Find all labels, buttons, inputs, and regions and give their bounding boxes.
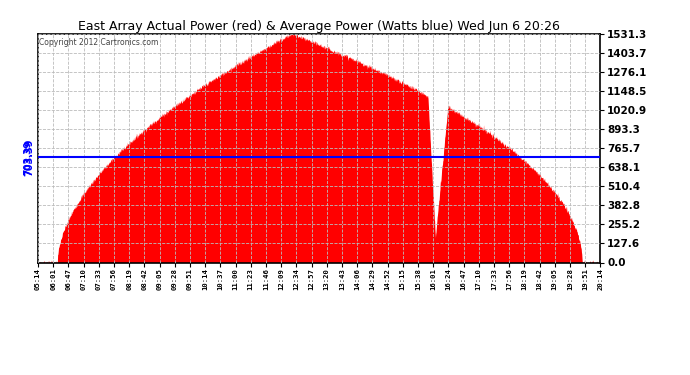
Text: Copyright 2012 Cartronics.com: Copyright 2012 Cartronics.com [39, 38, 159, 47]
Title: East Array Actual Power (red) & Average Power (Watts blue) Wed Jun 6 20:26: East Array Actual Power (red) & Average … [78, 20, 560, 33]
Text: 703.39: 703.39 [23, 140, 32, 175]
Text: 703.39: 703.39 [25, 139, 34, 176]
